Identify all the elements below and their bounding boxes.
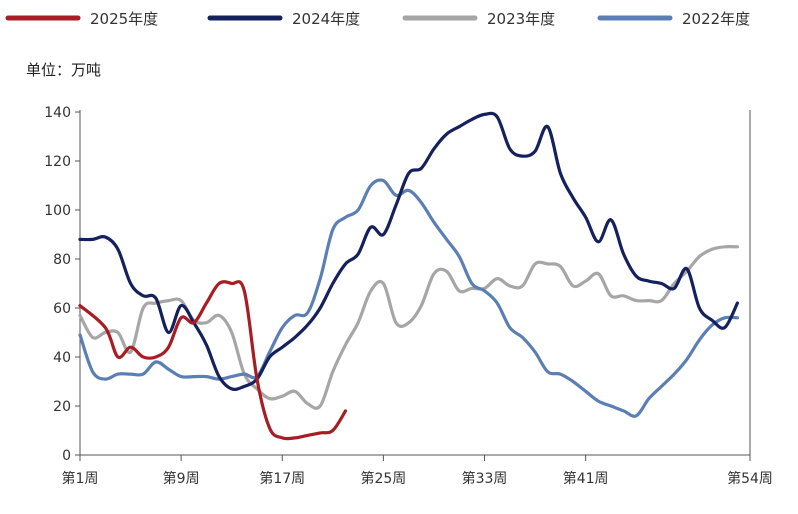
unit-label: 单位：万吨 <box>26 61 101 79</box>
y-tick-label: 20 <box>53 399 71 415</box>
y-tick-label: 100 <box>44 203 71 219</box>
y-tick-label: 0 <box>62 448 71 464</box>
legend-label: 2022年度 <box>682 10 750 28</box>
series-line <box>78 111 739 392</box>
x-tick-label: 第41周 <box>563 470 609 487</box>
x-tick-label: 第9周 <box>163 470 200 487</box>
series-layer <box>78 111 739 441</box>
legend-label: 2023年度 <box>487 10 555 28</box>
legend-label: 2025年度 <box>90 10 158 28</box>
series-line <box>78 280 348 441</box>
axes: 0 20 40 60 80 100 120 140 第1周 第9周 第17周 第25周 第33周 第41周… <box>44 105 773 487</box>
y-tick-label: 120 <box>44 154 71 170</box>
x-tick-label: 第1周 <box>62 470 99 487</box>
series-line <box>78 178 739 418</box>
x-tick-label: 第25周 <box>360 470 406 487</box>
y-tick-label: 60 <box>53 301 71 317</box>
x-tick-label: 第54周 <box>727 470 773 487</box>
x-tick-label: 第33周 <box>462 470 508 487</box>
y-tick-label: 80 <box>53 252 71 268</box>
y-tick-label: 140 <box>44 105 71 121</box>
legend: 2025年度 2024年度 2023年度 2022年度 <box>5 10 750 28</box>
series-line <box>78 244 739 410</box>
y-tick-label: 40 <box>53 350 71 366</box>
x-tick-label: 第17周 <box>259 470 305 487</box>
legend-label: 2024年度 <box>292 10 360 28</box>
